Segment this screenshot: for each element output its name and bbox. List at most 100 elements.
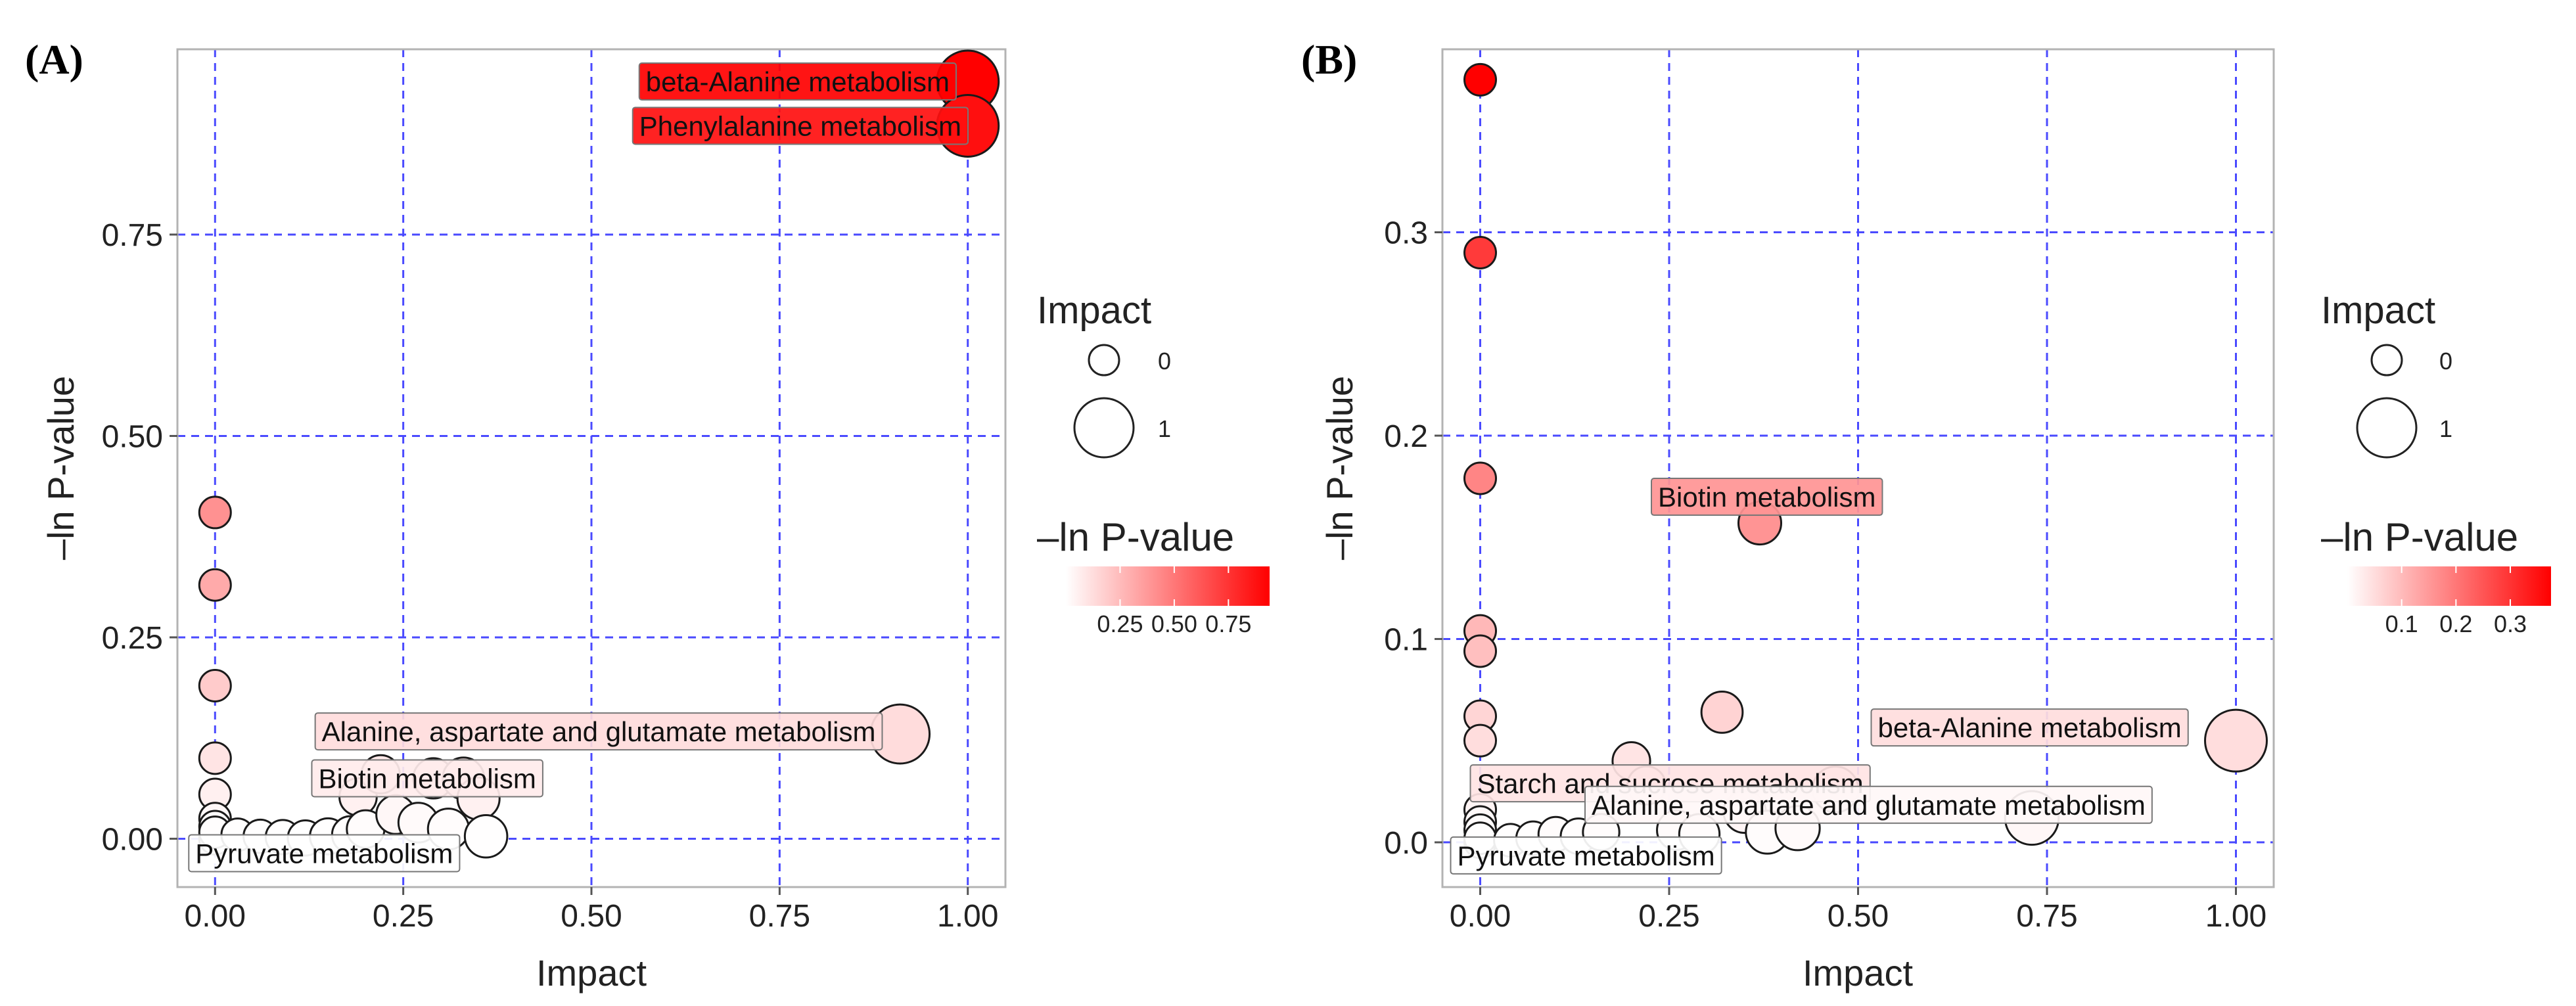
panel-a-y-axis-label: –ln P-value xyxy=(40,376,81,560)
point-label-text: Biotin metabolism xyxy=(318,763,536,794)
color-tick-label: 0.25 xyxy=(1097,610,1143,637)
point-label: Alanine, aspartate and glutamate metabol… xyxy=(314,712,883,751)
panel-b-color-scale-ticks: 0.1 0.2 0.3 xyxy=(2385,566,2527,637)
bubble xyxy=(1463,461,1497,495)
panel-a-size-legend-title: Impact xyxy=(1037,289,1151,332)
bubble xyxy=(1700,690,1744,734)
panel-a-point-labels: beta-Alanine metabolism Phenylalanine met… xyxy=(188,62,969,873)
y-tick-label: 0.3 xyxy=(1384,216,1428,251)
panel-a-label: (A) xyxy=(25,36,83,83)
bubble xyxy=(198,495,232,530)
point-label-box xyxy=(1450,836,1722,875)
y-tick-label: 0.50 xyxy=(102,419,163,454)
x-tick-label: 0.00 xyxy=(185,899,246,934)
y-tick-label: 0.1 xyxy=(1384,622,1428,657)
x-tick-label: 0.50 xyxy=(1828,899,1889,934)
y-tick-label: 0.75 xyxy=(102,218,163,253)
y-tick-label: 0.0 xyxy=(1384,826,1428,861)
panel-b: (B) Biotin metabolism beta-Alanine metabo… xyxy=(1301,36,2551,994)
x-tick-label: 0.25 xyxy=(1638,899,1699,934)
panel-b-color-scale-bar xyxy=(2347,566,2551,606)
point-label: Pyruvate metabolism xyxy=(188,834,461,873)
panel-b-color-legend-title: –ln P-value xyxy=(2321,515,2518,559)
bubble xyxy=(1463,62,1497,97)
y-tick-label: 0.00 xyxy=(102,822,163,857)
point-label: beta-Alanine metabolism xyxy=(638,62,957,101)
point-label-box xyxy=(1584,785,2153,824)
panel-b-size-legend-label-0: 0 xyxy=(2439,348,2452,375)
panel-a-size-legend-label-1: 1 xyxy=(1158,415,1171,442)
panel-b-size-legend-label-1: 1 xyxy=(2439,415,2452,442)
panel-a-color-legend-title: –ln P-value xyxy=(1037,515,1234,559)
color-tick-label: 0.75 xyxy=(1205,610,1251,637)
panel-a: (A) beta-Alanine metabolism Phenylalanine… xyxy=(25,36,1270,994)
panel-b-grid xyxy=(1442,49,2274,887)
bubble xyxy=(198,669,232,703)
point-label-box xyxy=(632,106,969,145)
panel-a-size-legend: Impact 0 1 xyxy=(1037,289,1171,459)
point-label-text: Alanine, aspartate and glutamate metabol… xyxy=(1592,790,2146,821)
panel-b-color-legend: –ln P-value 0.1 0.2 0.3 xyxy=(2321,515,2551,637)
point-label: Biotin metabolism xyxy=(311,759,543,798)
point-label: Phenylalanine metabolism xyxy=(632,106,969,145)
point-label-text: Pyruvate metabolism xyxy=(1458,840,1715,871)
point-label-text: Pyruvate metabolism xyxy=(195,838,453,869)
panel-a-size-legend-large-circle xyxy=(1073,397,1135,459)
bubble xyxy=(198,568,232,602)
bubble xyxy=(1463,634,1497,668)
y-tick-label: 0.2 xyxy=(1384,419,1428,454)
point-label-box xyxy=(638,62,957,101)
point-label-box xyxy=(314,712,883,751)
panel-a-y-ticks: 0.00 0.25 0.50 0.75 xyxy=(102,218,177,857)
point-label-box xyxy=(311,759,543,798)
panel-b-size-legend: Impact 0 1 xyxy=(2321,289,2452,459)
panel-b-label: (B) xyxy=(1301,36,1357,83)
point-label-text: beta-Alanine metabolism xyxy=(1878,712,2182,743)
color-tick-label: 0.50 xyxy=(1151,610,1197,637)
point-label-text: Alanine, aspartate and glutamate metabol… xyxy=(322,716,876,747)
bubble xyxy=(198,741,232,775)
color-tick-label: 0.2 xyxy=(2439,610,2472,637)
panel-a-size-legend-label-0: 0 xyxy=(1158,348,1171,375)
x-tick-label: 1.00 xyxy=(937,899,998,934)
x-tick-label: 0.00 xyxy=(1450,899,1511,934)
panel-b-point-labels: Biotin metabolism beta-Alanine metabolism… xyxy=(1450,478,2189,875)
bubble xyxy=(1463,723,1497,758)
panel-b-x-ticks: 0.00 0.25 0.50 0.75 1.00 xyxy=(1450,887,2266,934)
point-label-text: Biotin metabolism xyxy=(1658,482,1875,513)
point-label: Alanine, aspartate and glutamate metabol… xyxy=(1584,785,2153,824)
panel-a-color-scale-ticks: 0.25 0.50 0.75 xyxy=(1097,566,1251,637)
color-tick-label: 0.3 xyxy=(2494,610,2527,637)
x-tick-label: 0.75 xyxy=(749,899,810,934)
x-tick-label: 0.50 xyxy=(561,899,622,934)
panel-b-size-legend-title: Impact xyxy=(2321,289,2435,332)
point-label-text: Phenylalanine metabolism xyxy=(639,110,961,141)
point-label-text: beta-Alanine metabolism xyxy=(646,66,950,97)
panel-a-color-legend: –ln P-value 0.25 0.50 0.75 xyxy=(1037,515,1270,637)
point-label-box xyxy=(188,834,461,873)
y-tick-label: 0.25 xyxy=(102,621,163,656)
panel-b-x-axis-label: Impact xyxy=(1803,952,1913,994)
x-tick-label: 0.25 xyxy=(373,899,434,934)
color-tick-label: 0.1 xyxy=(2385,610,2418,637)
panel-a-grid xyxy=(177,49,1005,887)
panel-a-x-axis-label: Impact xyxy=(536,952,647,994)
panel-b-size-legend-large-circle xyxy=(2356,397,2418,459)
panel-b-y-ticks: 0.0 0.1 0.2 0.3 xyxy=(1384,216,1442,861)
bubble xyxy=(463,813,509,859)
point-label-box xyxy=(1870,708,2189,747)
point-label: beta-Alanine metabolism xyxy=(1870,708,2189,747)
point-label-box xyxy=(1651,478,1883,516)
panel-b-size-legend-small-circle xyxy=(2370,344,2403,377)
point-label: Pyruvate metabolism xyxy=(1450,836,1722,875)
panel-a-x-ticks: 0.00 0.25 0.50 0.75 1.00 xyxy=(185,887,998,934)
bubble xyxy=(2204,708,2268,773)
bubble xyxy=(1463,235,1497,269)
point-label: Biotin metabolism xyxy=(1651,478,1883,516)
x-tick-label: 0.75 xyxy=(2016,899,2077,934)
panel-b-y-axis-label: –ln P-value xyxy=(1319,376,1360,560)
panel-a-color-scale-bar xyxy=(1066,566,1270,606)
x-tick-label: 1.00 xyxy=(2205,899,2266,934)
panel-a-size-legend-small-circle xyxy=(1088,344,1120,377)
